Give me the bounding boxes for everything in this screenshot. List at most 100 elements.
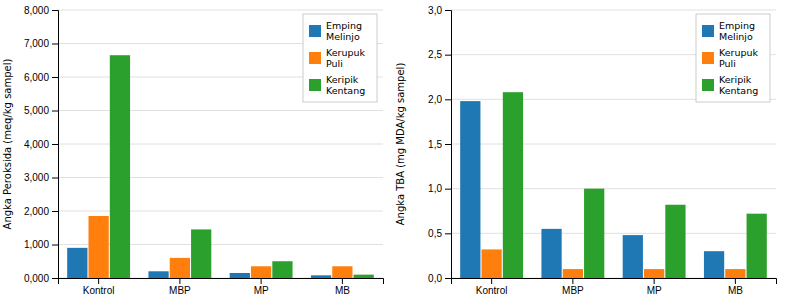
y-tick-mark (52, 111, 58, 112)
y-tick: 8,000 (24, 5, 58, 16)
y-tick: 7,000 (24, 38, 58, 49)
x-tick-mark (491, 278, 492, 284)
legend-frame (303, 14, 377, 102)
y-tick: 4,000 (24, 139, 58, 150)
y-tick: 1,000 (24, 239, 58, 250)
bar (272, 261, 292, 278)
grid-line (451, 144, 776, 145)
x-tick-mark (261, 278, 262, 284)
grid-line (451, 188, 776, 189)
legend-label: KeripikKentang (719, 74, 758, 96)
y-tick: 1,5 (428, 139, 451, 150)
x-tick-label: MB (335, 285, 350, 296)
bar (541, 229, 561, 278)
legend: EmpingMelinjoKerupukPuliKeripikKentang (696, 14, 770, 102)
bar (170, 258, 190, 278)
bar (747, 214, 767, 278)
y-tick-label: 3,0 (428, 5, 442, 16)
y-tick-label: 4,000 (24, 139, 49, 150)
chart-panel: Kontrol MBP MP MB 0,000 1,000 2,000 3,000 4,000 5… (2, 5, 384, 296)
bar (704, 251, 724, 278)
legend-label: KerupukPuli (326, 47, 366, 69)
x-tick-mark (735, 278, 736, 284)
y-tick: 2,5 (428, 49, 451, 60)
y-tick: 6,000 (24, 72, 58, 83)
x-tick: Kontrol (476, 278, 508, 296)
legend-frame (696, 14, 770, 102)
y-tick: 1,0 (428, 183, 451, 194)
y-tick: 2,000 (24, 206, 58, 217)
x-tick-mark (179, 278, 180, 284)
bar (503, 92, 523, 278)
y-axis-line (445, 11, 452, 279)
bar (354, 275, 374, 278)
legend: EmpingMelinjoKerupukPuliKeripikKentang (303, 14, 377, 102)
y-tick-mark (52, 178, 58, 179)
x-tick-label: MP (254, 285, 269, 296)
y-tick-mark (52, 10, 58, 11)
x-tick-label: MBP (169, 285, 191, 296)
y-axis-title: Angka TBA (mg MDA/kg sampel) (395, 63, 406, 226)
bar (311, 275, 331, 278)
bar (110, 55, 130, 278)
y-tick-mark (445, 55, 451, 56)
y-tick: 0,000 (24, 273, 58, 284)
grid (451, 10, 776, 278)
x-axis: Kontrol MBP MP MB (452, 278, 777, 296)
y-tick-label: 1,5 (428, 139, 442, 150)
y-tick-mark (52, 77, 58, 78)
chart-panel: KontrolMBPMPMB0,00,51,01,52,02,53,0Angka… (395, 5, 777, 296)
y-axis: 0,000 1,000 2,000 3,000 4,000 5,000 6,000 7,000… (24, 5, 59, 284)
bar (725, 269, 745, 278)
y-tick: 3,0 (428, 5, 451, 16)
bar-series (460, 101, 724, 278)
y-tick: 0,5 (428, 228, 451, 239)
legend-label: EmpingMelinjo (719, 20, 755, 42)
legend-swatch (309, 52, 321, 64)
bar (460, 101, 480, 278)
bar (623, 235, 643, 278)
x-tick-mark (342, 278, 343, 284)
y-tick-mark (52, 144, 58, 145)
y-tick: 3,000 (24, 172, 58, 183)
y-tick-mark (445, 99, 451, 100)
y-tick-mark (445, 144, 451, 145)
y-tick-mark (445, 233, 451, 234)
y-tick: 5,000 (24, 105, 58, 116)
y-tick-label: 2,0 (428, 94, 442, 105)
x-tick: MP (647, 278, 662, 296)
y-tick-mark (445, 189, 451, 190)
x-tick: MB (728, 278, 743, 296)
bar (584, 189, 604, 278)
grid-line (58, 110, 383, 111)
y-tick-mark (445, 10, 451, 11)
bar (148, 271, 168, 278)
y-tick-label: 2,000 (24, 206, 49, 217)
x-tick-label: MBP (562, 285, 584, 296)
legend-swatch (309, 25, 321, 37)
grid-line (58, 177, 383, 178)
y-tick-label: 8,000 (24, 5, 49, 16)
bar (482, 249, 502, 278)
y-tick-label: 3,000 (24, 172, 49, 183)
y-tick-label: 5,000 (24, 105, 49, 116)
x-tick-label: MB (728, 285, 743, 296)
legend-swatch (702, 52, 714, 64)
bar (251, 266, 271, 278)
x-tick: MP (254, 278, 269, 296)
plot-area (460, 92, 767, 278)
x-tick-label: MP (647, 285, 662, 296)
y-tick-mark (52, 44, 58, 45)
y-tick-label: 2,5 (428, 49, 442, 60)
plot-area (67, 55, 374, 278)
grid-line (58, 144, 383, 145)
y-tick-label: 6,000 (24, 72, 49, 83)
y-axis: 0,00,51,01,52,02,53,0 (428, 5, 451, 284)
x-tick-label: Kontrol (476, 285, 508, 296)
y-tick-mark (52, 245, 58, 246)
legend-swatch (702, 79, 714, 91)
x-tick: Kontrol (83, 278, 115, 296)
x-axis: Kontrol MBP MP MB (59, 278, 384, 296)
x-tick: MBP (562, 278, 584, 296)
y-tick-label: 7,000 (24, 38, 49, 49)
